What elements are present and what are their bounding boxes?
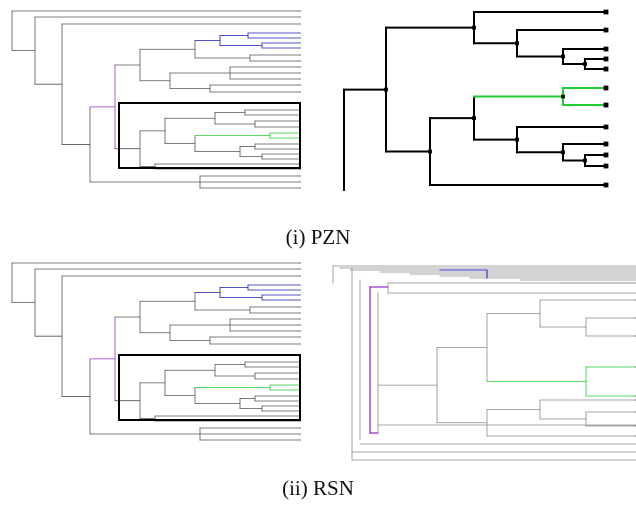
leaf-tick — [299, 336, 301, 338]
leaf-node — [603, 182, 609, 188]
leaf-tick — [299, 187, 301, 189]
leaf-tick — [299, 84, 301, 86]
leaf-tick — [299, 433, 301, 435]
leaf-tick — [299, 37, 301, 39]
leaf-node — [603, 85, 609, 91]
leaf-tick — [299, 47, 301, 49]
leaf-tick — [299, 324, 301, 326]
leaf-tick — [299, 275, 301, 277]
pzn-zoomed-tree — [343, 9, 609, 191]
leaf-node — [603, 152, 609, 158]
leaf-tick — [299, 16, 301, 18]
leaf-tick — [299, 54, 301, 56]
leaf-node — [603, 66, 609, 72]
leaf-tick — [299, 72, 301, 74]
internal-node — [384, 87, 388, 92]
leaf-tick — [299, 294, 301, 296]
caption-rsn: (ii) RSN — [282, 476, 354, 500]
leaf-tick — [299, 42, 301, 44]
leaf-tick — [299, 60, 301, 62]
leaf-node — [603, 102, 609, 108]
leaf-tick — [299, 299, 301, 301]
leaf-tick — [299, 427, 301, 429]
internal-node — [428, 149, 432, 154]
highlight-box — [118, 102, 301, 169]
internal-node — [472, 116, 476, 120]
internal-node — [561, 54, 565, 59]
internal-node — [515, 137, 519, 142]
internal-node — [472, 25, 476, 30]
internal-node — [515, 41, 519, 46]
leaf-tick — [299, 318, 301, 320]
leaf-tick — [299, 343, 301, 345]
internal-node — [583, 62, 587, 66]
leaf-tick — [299, 439, 301, 441]
leaf-tick — [299, 284, 301, 286]
highlight-box — [118, 354, 301, 421]
leaf-tick — [299, 32, 301, 34]
internal-node — [561, 150, 565, 155]
leaf-tick — [299, 91, 301, 93]
pzn-overview-tree — [11, 10, 301, 189]
leaf-node — [603, 141, 609, 147]
leaf-tick — [299, 181, 301, 183]
leaf-node — [603, 9, 609, 15]
leaf-tick — [299, 78, 301, 80]
leaf-node — [603, 163, 609, 169]
leaf-tick — [299, 312, 301, 314]
leaf-tick — [299, 262, 301, 264]
internal-node — [561, 94, 565, 99]
leaf-tick — [299, 306, 301, 308]
internal-node — [583, 158, 587, 163]
leaf-tick — [299, 268, 301, 270]
leaf-tick — [299, 330, 301, 332]
leaf-tick — [299, 66, 301, 68]
rsn-overview-tree — [11, 262, 301, 441]
leaf-tick — [299, 23, 301, 25]
leaf-node — [603, 124, 609, 130]
leaf-node — [603, 56, 609, 62]
caption-pzn: (i) PZN — [285, 225, 351, 249]
leaf-node — [603, 46, 609, 52]
leaf-node — [603, 27, 609, 33]
leaf-tick — [299, 10, 301, 12]
leaf-tick — [299, 289, 301, 291]
leaf-tick — [299, 175, 301, 177]
rsn-zoomed-tree — [332, 265, 636, 461]
